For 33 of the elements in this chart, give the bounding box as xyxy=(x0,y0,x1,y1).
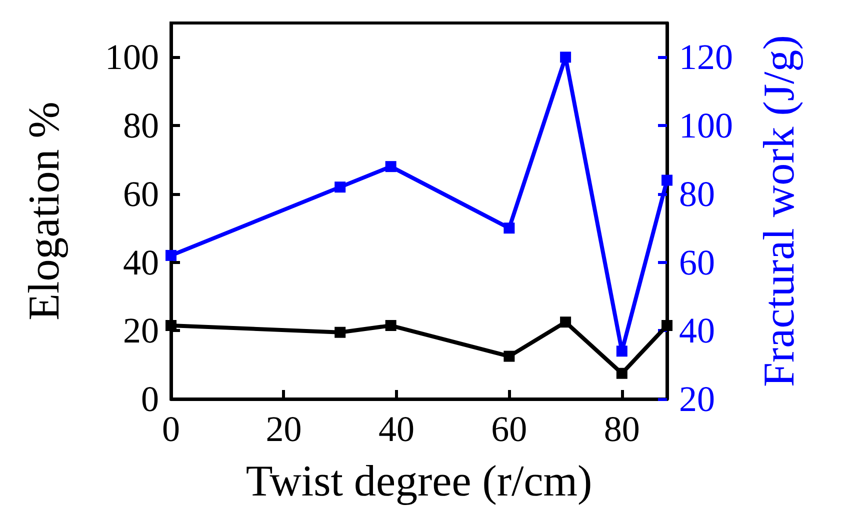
point xyxy=(504,222,515,234)
point xyxy=(385,161,396,172)
y-tick-label: 80 xyxy=(123,106,159,146)
y2-axis-title: Fractural work (J/g) xyxy=(754,35,804,387)
y-axis-title: Elogation % xyxy=(20,102,68,320)
y-tick-label: 60 xyxy=(123,174,159,214)
y2-tick-label: 40 xyxy=(679,310,715,351)
point xyxy=(662,174,672,186)
point xyxy=(616,368,628,379)
y2-tick-label: 60 xyxy=(679,242,715,282)
x-tick-label: 20 xyxy=(266,409,302,449)
y2-tick-label: 20 xyxy=(679,379,715,419)
y-tick-label: 100 xyxy=(105,37,159,78)
y-tick-label: 20 xyxy=(123,310,159,351)
point xyxy=(385,320,396,332)
y2-tick-label: 100 xyxy=(679,106,733,146)
x-tick-label: 40 xyxy=(378,409,414,449)
y-tick-label: 0 xyxy=(141,379,159,419)
point xyxy=(166,250,176,261)
point xyxy=(504,350,515,362)
x-tick-label: 60 xyxy=(491,409,528,449)
point xyxy=(560,316,572,328)
point xyxy=(616,346,628,357)
y2-tick-label: 80 xyxy=(679,174,715,214)
point xyxy=(166,320,176,332)
x-tick-label: 80 xyxy=(604,409,640,449)
point xyxy=(662,320,672,332)
y-tick-label: 40 xyxy=(123,242,159,282)
y2-tick-label: 120 xyxy=(679,37,733,78)
point xyxy=(334,182,346,193)
x-axis-title: Twist degree (r/cm) xyxy=(246,456,592,506)
point xyxy=(334,326,346,338)
point xyxy=(560,52,572,63)
